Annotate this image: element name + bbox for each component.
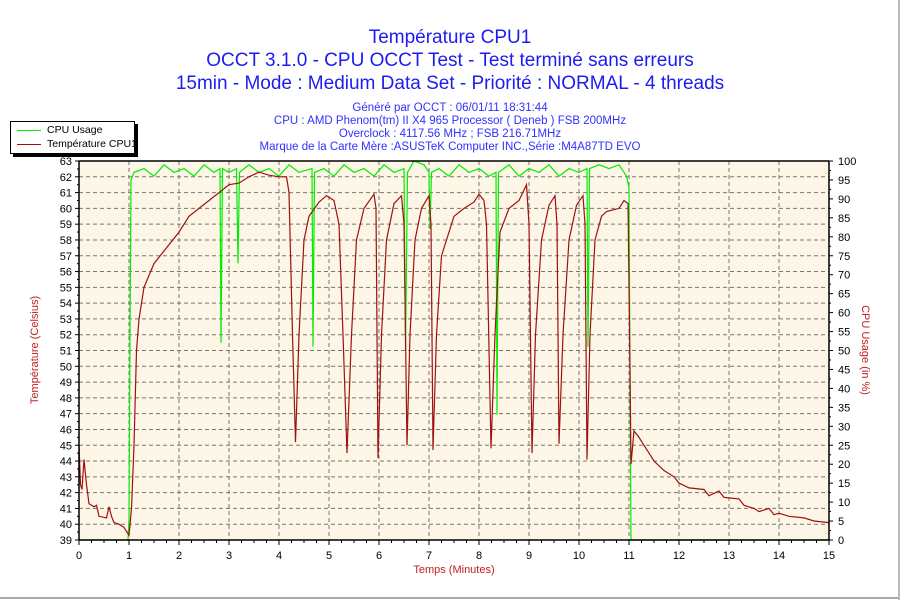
- y-tick-label: 46: [60, 424, 72, 436]
- x-tick-label: 2: [176, 550, 182, 562]
- y-axis-label: Température (Celsius): [29, 296, 41, 404]
- y2-tick-label: 75: [838, 251, 850, 263]
- y-tick-label: 55: [60, 282, 72, 294]
- y-tick-label: 54: [60, 298, 72, 310]
- series-lines: [78, 160, 830, 541]
- y-tick-label: 57: [60, 251, 72, 263]
- x-tick-label: 3: [226, 550, 232, 562]
- y-tick-label: 49: [60, 377, 72, 389]
- series-cpu-usage: [79, 160, 829, 541]
- y2-tick-label: 90: [838, 194, 850, 206]
- info-overclock: Overclock : 4117.56 MHz ; FSB 216.71MHz: [338, 128, 562, 140]
- y-tick-label: 53: [60, 314, 72, 326]
- y2-tick-label: 5: [838, 516, 844, 528]
- x-tick-label: 9: [526, 550, 532, 562]
- x-tick-label: 7: [426, 550, 432, 562]
- chart-title: Température CPU1: [368, 27, 532, 48]
- window-border-bottom: [0, 597, 900, 599]
- x-tick-label: 11: [623, 550, 634, 562]
- window-border-right: [898, 0, 900, 600]
- y-tick-label: 63: [60, 156, 72, 168]
- x-tick-label: 5: [326, 550, 332, 562]
- chart-subtitle-test: OCCT 3.1.0 - CPU OCCT Test - Test termin…: [206, 50, 694, 71]
- y2-tick-label: 55: [838, 327, 850, 339]
- y-tick-label: 42: [60, 488, 72, 500]
- y-tick-label: 60: [60, 203, 72, 215]
- y-tick-label: 47: [60, 409, 72, 421]
- y-tick-label: 52: [60, 330, 72, 342]
- x-tick-label: 1: [126, 550, 132, 562]
- y2-tick-label: 85: [838, 213, 850, 225]
- y-tick-label: 62: [60, 172, 72, 184]
- y2-tick-label: 30: [838, 421, 850, 433]
- x-tick-label: 14: [773, 550, 785, 562]
- y2-tick-label: 20: [838, 459, 850, 471]
- y-tick-label: 59: [60, 219, 72, 231]
- legend-item-temperature: Température CPU1: [17, 137, 137, 151]
- y2-tick-label: 70: [838, 270, 850, 282]
- y2-tick-label: 65: [838, 289, 850, 301]
- y2-tick-label: 80: [838, 232, 850, 244]
- info-generated: Généré par OCCT : 06/01/11 18:31:44: [352, 102, 548, 114]
- x-tick-label: 6: [376, 550, 382, 562]
- y-tick-label: 56: [60, 267, 72, 279]
- x-tick-label: 8: [476, 550, 482, 562]
- legend-label: Température CPU1: [47, 138, 137, 150]
- y2-tick-label: 60: [838, 308, 850, 320]
- y-tick-label: 48: [60, 393, 72, 405]
- y2-tick-label: 50: [838, 346, 850, 358]
- y2-tick-label: 100: [838, 156, 856, 168]
- x-tick-label: 4: [276, 550, 282, 562]
- y-tick-label: 51: [60, 346, 72, 358]
- y2-tick-label: 10: [838, 497, 850, 509]
- y2-axis-label: CPU Usage (in %): [859, 305, 871, 395]
- x-axis-label: Temps (Minutes): [413, 564, 494, 576]
- info-motherboard: Marque de la Carte Mère :ASUSTeK Compute…: [259, 141, 641, 153]
- y2-tick-label: 0: [838, 535, 844, 547]
- x-tick-label: 10: [573, 550, 585, 562]
- y-tick-label: 41: [60, 503, 72, 515]
- x-tick-label: 15: [823, 550, 835, 562]
- y-tick-label: 40: [60, 519, 72, 531]
- series-temperature: [78, 171, 830, 538]
- y-tick-label: 50: [60, 361, 72, 373]
- legend-label: CPU Usage: [47, 124, 103, 136]
- x-tick-label: 13: [723, 550, 735, 562]
- y2-tick-label: 25: [838, 440, 850, 452]
- legend-swatch-green: [17, 129, 41, 131]
- y-tick-label: 61: [60, 188, 72, 200]
- legend: CPU Usage Température CPU1: [10, 121, 137, 154]
- y-tick-label: 43: [60, 472, 72, 484]
- grid: [79, 161, 829, 540]
- info-cpu: CPU : AMD Phenom(tm) II X4 965 Processor…: [273, 115, 627, 127]
- y2-tick-label: 35: [838, 402, 850, 414]
- legend-swatch-red: [17, 143, 41, 145]
- y-tick-label: 45: [60, 440, 72, 452]
- y-tick-label: 44: [60, 456, 72, 468]
- y2-tick-label: 40: [838, 383, 850, 395]
- y2-tick-label: 15: [838, 478, 850, 490]
- x-tick-label: 12: [673, 550, 685, 562]
- x-tick-label: 0: [76, 550, 82, 562]
- chart-subtitle-mode: 15min - Mode : Medium Data Set - Priorit…: [175, 73, 725, 94]
- legend-item-cpu-usage: CPU Usage: [17, 123, 102, 137]
- axes: 0 1 2 3 4 5 6 7 8 9 10 11 12 13 14 15394041424344454647…: [60, 156, 857, 562]
- y-tick-label: 58: [60, 235, 72, 247]
- y2-tick-label: 95: [838, 175, 850, 187]
- y2-tick-label: 45: [838, 364, 850, 376]
- y-tick-label: 39: [60, 535, 72, 547]
